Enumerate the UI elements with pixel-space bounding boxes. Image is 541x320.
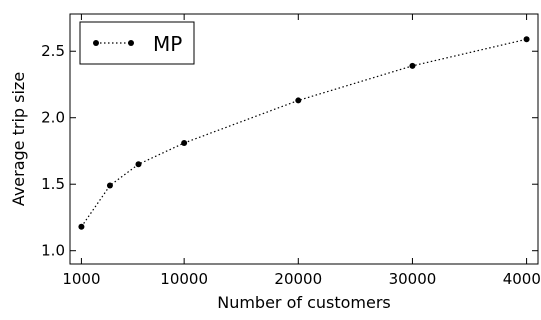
data-point: [106, 182, 113, 189]
y-tick-label: 2.5: [41, 42, 65, 60]
series-line-mp: [80, 38, 527, 228]
x-tick-label: 40000: [503, 270, 541, 288]
y-axis-label: Average trip size: [9, 72, 28, 206]
plot-content: [78, 36, 530, 230]
data-point: [78, 223, 85, 230]
data-point: [295, 97, 302, 104]
legend-marker: [93, 40, 99, 46]
x-tick-label: 20000: [274, 270, 322, 288]
y-axis-ticks: 1.0 1.5 2.0 2.5: [41, 42, 538, 260]
x-tick-label: 30000: [389, 270, 437, 288]
legend: MP: [79, 21, 195, 65]
y-tick-label: 2.0: [41, 109, 65, 127]
plot-frame: [69, 13, 539, 265]
x-tick-label: 10000: [160, 270, 208, 288]
data-point: [135, 161, 142, 168]
data-point: [181, 139, 188, 146]
data-point: [409, 62, 416, 69]
x-axis-ticks: 1000 10000 20000 30000 40000: [62, 14, 541, 288]
x-tick-label: 1000: [62, 270, 100, 288]
data-point: [523, 36, 530, 43]
legend-label-mp: MP: [153, 32, 182, 56]
y-tick-label: 1.0: [41, 242, 65, 260]
legend-marker: [128, 40, 134, 46]
y-tick-label: 1.5: [41, 175, 65, 193]
x-axis-label: Number of customers: [217, 293, 391, 312]
